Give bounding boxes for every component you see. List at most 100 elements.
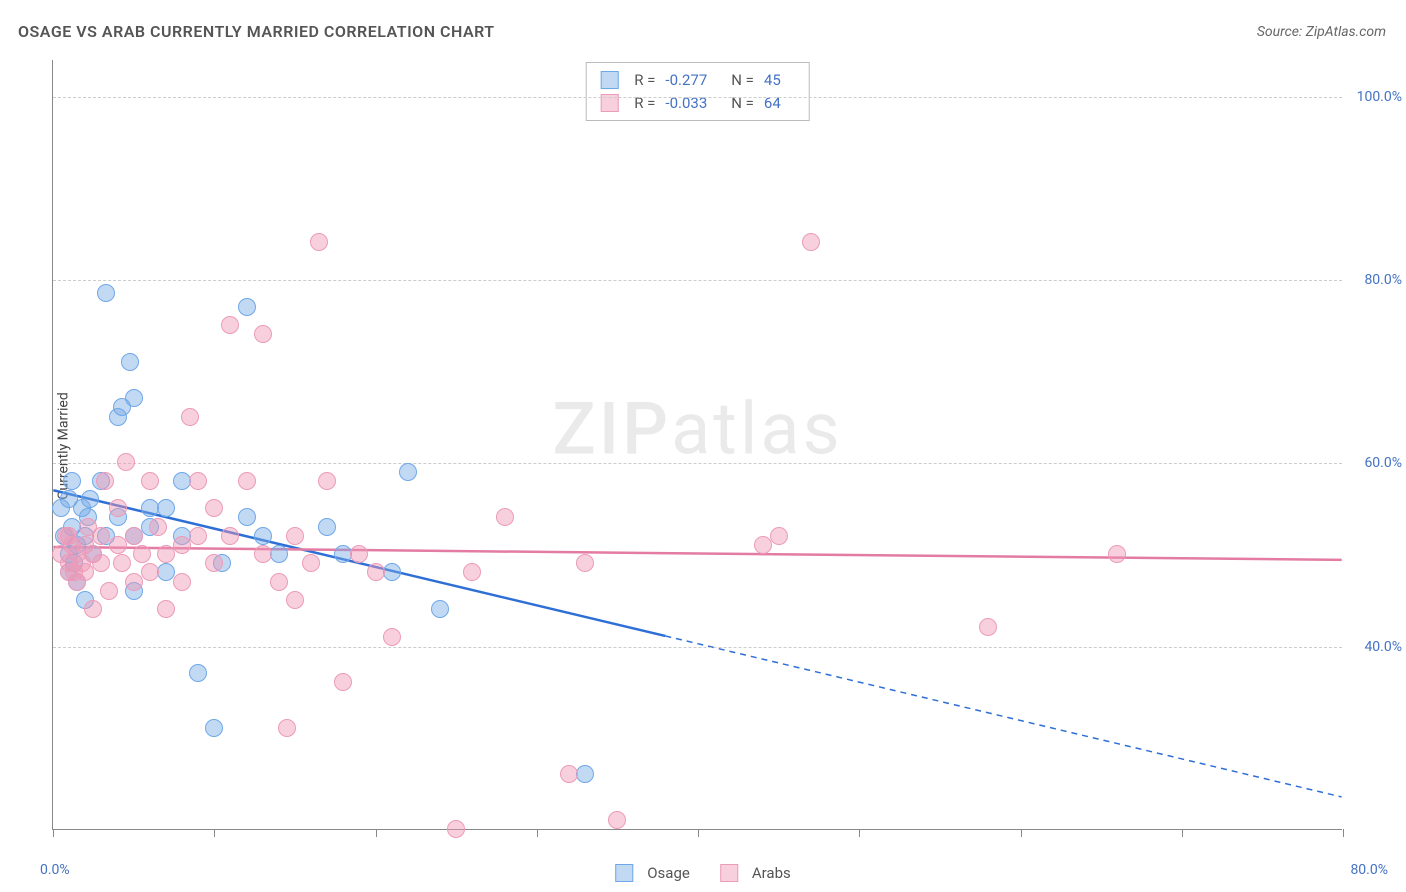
data-point <box>189 527 207 545</box>
data-point <box>254 527 272 545</box>
data-point <box>318 472 336 490</box>
data-point <box>383 563 401 581</box>
legend-stat-row: R =-0.277N =45 <box>600 69 795 92</box>
data-point <box>560 765 578 783</box>
legend-item: Osage <box>615 864 690 882</box>
data-point <box>92 472 110 490</box>
data-point <box>79 508 97 526</box>
data-point <box>802 233 820 251</box>
data-point <box>181 408 199 426</box>
legend-stat-row: R =-0.033N =64 <box>600 92 795 115</box>
data-point <box>149 518 167 536</box>
data-point <box>173 527 191 545</box>
correlation-chart: OSAGE VS ARAB CURRENTLY MARRIED CORRELAT… <box>0 0 1406 892</box>
data-point <box>97 527 115 545</box>
legend-swatch <box>615 864 633 882</box>
data-point <box>100 582 118 600</box>
data-point <box>60 490 78 508</box>
gridline <box>53 280 1342 281</box>
data-point <box>63 518 81 536</box>
data-point <box>979 618 997 636</box>
data-point <box>76 563 94 581</box>
data-point <box>157 563 175 581</box>
data-point <box>286 527 304 545</box>
data-point <box>238 298 256 316</box>
data-point <box>84 600 102 618</box>
data-point <box>576 554 594 572</box>
data-point <box>447 820 465 838</box>
data-point <box>302 554 320 572</box>
data-point <box>133 545 151 563</box>
data-point <box>221 527 239 545</box>
data-point <box>576 765 594 783</box>
legend-swatch <box>600 71 618 89</box>
data-point <box>109 536 127 554</box>
data-point <box>173 472 191 490</box>
data-point <box>113 554 131 572</box>
data-point <box>189 664 207 682</box>
gridline <box>53 97 1342 98</box>
legend-swatch <box>720 864 738 882</box>
data-point <box>65 554 83 572</box>
data-point <box>383 628 401 646</box>
data-point <box>463 563 481 581</box>
data-point <box>60 563 78 581</box>
data-point <box>310 233 328 251</box>
x-tick <box>53 829 54 837</box>
x-tick <box>376 829 377 837</box>
x-tick <box>1343 829 1344 837</box>
data-point <box>125 527 143 545</box>
r-value: -0.277 <box>665 69 707 92</box>
data-point <box>68 573 86 591</box>
data-point <box>97 284 115 302</box>
source-attribution: Source: ZipAtlas.com <box>1257 24 1386 40</box>
data-point <box>173 573 191 591</box>
gridline <box>53 647 1342 648</box>
y-tick-label: 40.0% <box>1364 639 1402 655</box>
data-point <box>318 518 336 536</box>
y-tick-label: 80.0% <box>1364 272 1402 288</box>
data-point <box>76 536 94 554</box>
x-tick <box>1182 829 1183 837</box>
data-point <box>109 508 127 526</box>
data-point <box>270 545 288 563</box>
data-point <box>286 591 304 609</box>
data-point <box>63 472 81 490</box>
data-point <box>221 316 239 334</box>
data-point <box>205 719 223 737</box>
data-point <box>141 499 159 517</box>
x-tick <box>214 829 215 837</box>
data-point <box>213 554 231 572</box>
data-point <box>121 353 139 371</box>
legend-label: Arabs <box>752 864 791 882</box>
data-point <box>270 573 288 591</box>
x-tick <box>537 829 538 837</box>
data-point <box>431 600 449 618</box>
data-point <box>254 325 272 343</box>
x-tick <box>859 829 860 837</box>
data-point <box>109 499 127 517</box>
data-point <box>278 719 296 737</box>
data-point <box>125 573 143 591</box>
data-point <box>205 554 223 572</box>
n-value: 64 <box>764 92 781 115</box>
n-value: 45 <box>764 69 781 92</box>
y-tick-label: 100.0% <box>1357 89 1402 105</box>
data-point <box>496 508 514 526</box>
data-point <box>141 563 159 581</box>
data-point <box>84 545 102 563</box>
data-point <box>173 536 191 554</box>
n-label: N = <box>731 92 754 115</box>
data-point <box>205 499 223 517</box>
data-point <box>81 490 99 508</box>
data-point <box>60 545 78 563</box>
data-point <box>157 499 175 517</box>
data-point <box>113 398 131 416</box>
data-point <box>157 545 175 563</box>
data-point <box>60 527 78 545</box>
x-tick <box>698 829 699 837</box>
data-point <box>125 527 143 545</box>
legend-stats: R =-0.277N =45R =-0.033N =64 <box>585 62 810 121</box>
data-point <box>68 545 86 563</box>
data-point <box>399 463 417 481</box>
